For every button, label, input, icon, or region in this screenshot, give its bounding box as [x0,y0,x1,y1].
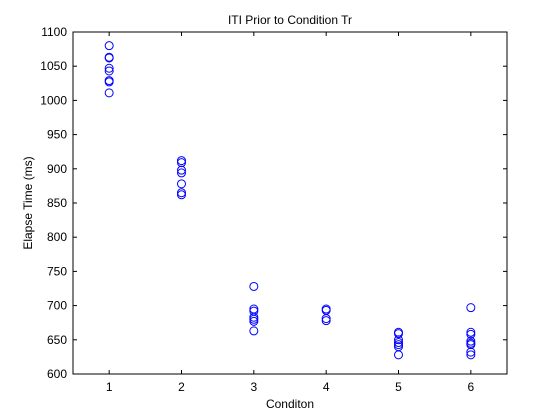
y-tick-label: 750 [47,264,67,278]
x-tick-label: 4 [323,380,330,394]
y-axis-ticks: 600 650 700 750 800 850 900 950 1000 1050 1100 [40,25,507,381]
x-axis-ticks: 1 2 3 4 5 6 [106,32,474,394]
y-tick-label: 650 [47,333,67,347]
data-point [249,316,259,326]
y-tick-label: 600 [47,367,67,381]
y-tick-label: 1100 [41,25,67,39]
data-point [177,190,186,200]
data-point [466,329,476,339]
data-point [177,179,186,189]
x-tick-label: 6 [467,380,474,394]
y-tick-label: 850 [47,196,67,210]
plot-area [72,31,508,375]
x-tick-label: 1 [106,380,113,394]
y-tick-label: 900 [47,162,67,176]
chart-title: ITI Prior to Condition Tr [228,13,352,27]
data-point [394,350,403,360]
y-tick-label: 1050 [40,59,67,73]
y-axis-label: Elapse Time (ms) [21,156,35,249]
y-tick-label: 950 [47,128,67,142]
data-point [104,41,114,51]
data-point [466,303,476,313]
data-point [249,326,259,336]
data-point [249,281,259,291]
data-point [104,88,114,98]
data-point [466,350,476,360]
data-point [104,77,114,87]
y-tick-label: 800 [47,230,67,244]
data-point [321,316,331,326]
x-tick-label: 3 [250,380,257,394]
data-point [177,168,186,178]
x-tick-label: 5 [395,380,402,394]
data-point [177,165,186,175]
data-point [104,63,114,73]
y-tick-label: 1000 [40,93,67,107]
x-tick-label: 2 [178,380,185,394]
data-point [104,66,114,76]
y-tick-label: 700 [47,299,67,313]
data-point [104,53,114,63]
x-axis-label: Conditon [266,397,314,411]
data-point [394,329,403,339]
data-point [394,335,403,345]
data-point [466,347,476,357]
data-points [104,41,476,360]
